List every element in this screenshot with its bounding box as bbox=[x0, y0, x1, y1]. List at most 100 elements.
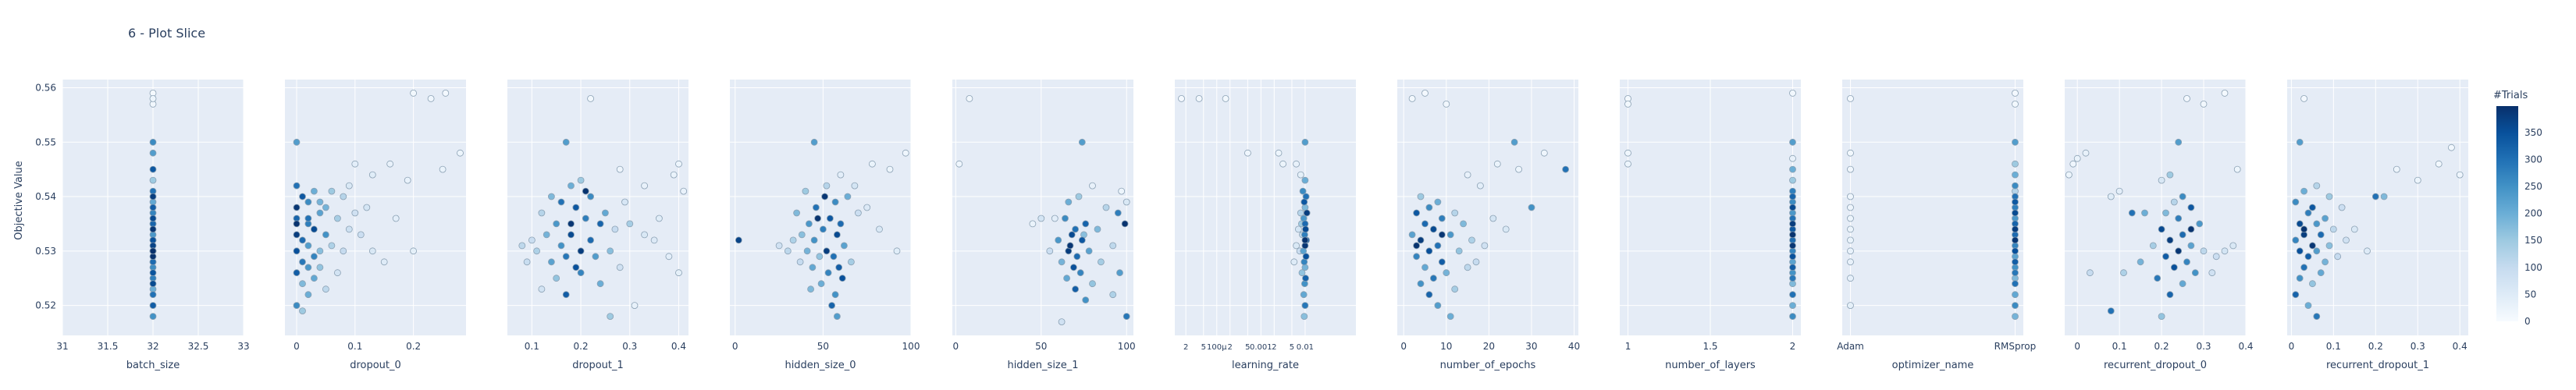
data-point[interactable] bbox=[1430, 275, 1437, 282]
data-point[interactable] bbox=[149, 280, 157, 288]
data-point[interactable] bbox=[293, 138, 301, 146]
data-point[interactable] bbox=[2233, 165, 2241, 173]
data-point[interactable] bbox=[841, 242, 848, 250]
data-point[interactable] bbox=[1438, 258, 1446, 266]
data-point[interactable] bbox=[548, 193, 555, 200]
data-point[interactable] bbox=[831, 291, 839, 299]
data-point[interactable] bbox=[1114, 209, 1122, 217]
data-point[interactable] bbox=[602, 209, 609, 217]
data-point[interactable] bbox=[1562, 165, 1569, 173]
data-point[interactable] bbox=[1301, 302, 1309, 310]
data-point[interactable] bbox=[2371, 193, 2379, 200]
data-point[interactable] bbox=[2308, 280, 2316, 288]
data-point[interactable] bbox=[803, 247, 811, 255]
data-point[interactable] bbox=[616, 264, 624, 271]
data-point[interactable] bbox=[1413, 242, 1420, 250]
data-point[interactable] bbox=[1455, 247, 1463, 255]
data-point[interactable] bbox=[2166, 291, 2174, 299]
data-point[interactable] bbox=[813, 204, 820, 211]
data-point[interactable] bbox=[806, 220, 813, 228]
data-point[interactable] bbox=[2313, 182, 2321, 190]
data-point[interactable] bbox=[823, 247, 831, 255]
data-point[interactable] bbox=[2334, 253, 2342, 261]
data-point[interactable] bbox=[392, 214, 400, 222]
data-point[interactable] bbox=[675, 160, 682, 168]
data-point[interactable] bbox=[2221, 247, 2229, 255]
data-point[interactable] bbox=[149, 176, 157, 184]
data-point[interactable] bbox=[2393, 165, 2400, 173]
data-point[interactable] bbox=[1789, 220, 1796, 228]
data-point[interactable] bbox=[1493, 160, 1501, 168]
data-point[interactable] bbox=[1417, 236, 1425, 244]
data-point[interactable] bbox=[149, 313, 157, 321]
data-point[interactable] bbox=[2304, 302, 2312, 310]
data-point[interactable] bbox=[1070, 264, 1077, 271]
data-point[interactable] bbox=[1421, 90, 1429, 97]
data-point[interactable] bbox=[351, 209, 359, 217]
data-point[interactable] bbox=[592, 253, 600, 261]
data-point[interactable] bbox=[1624, 100, 1631, 108]
data-point[interactable] bbox=[562, 291, 570, 299]
data-point[interactable] bbox=[1443, 100, 1450, 108]
data-point[interactable] bbox=[149, 291, 157, 299]
data-point[interactable] bbox=[607, 247, 614, 255]
data-point[interactable] bbox=[2300, 187, 2308, 195]
data-point[interactable] bbox=[439, 165, 447, 173]
data-point[interactable] bbox=[1109, 242, 1117, 250]
data-point[interactable] bbox=[1301, 236, 1309, 244]
data-point[interactable] bbox=[809, 264, 817, 271]
data-point[interactable] bbox=[577, 269, 585, 277]
data-point[interactable] bbox=[1443, 269, 1450, 277]
data-point[interactable] bbox=[345, 225, 353, 233]
data-point[interactable] bbox=[442, 90, 450, 97]
data-point[interactable] bbox=[2322, 214, 2329, 222]
data-point[interactable] bbox=[328, 187, 336, 195]
data-point[interactable] bbox=[299, 307, 306, 315]
data-point[interactable] bbox=[1063, 275, 1070, 282]
data-point[interactable] bbox=[304, 198, 312, 206]
data-point[interactable] bbox=[1847, 225, 1854, 233]
data-point[interactable] bbox=[793, 209, 800, 217]
data-point[interactable] bbox=[2012, 302, 2019, 310]
data-point[interactable] bbox=[518, 242, 526, 250]
data-point[interactable] bbox=[1421, 264, 1429, 271]
data-point[interactable] bbox=[1472, 258, 1480, 266]
data-point[interactable] bbox=[553, 275, 560, 282]
data-point[interactable] bbox=[1847, 275, 1854, 282]
data-point[interactable] bbox=[1430, 225, 1437, 233]
data-point[interactable] bbox=[1408, 95, 1416, 102]
data-point[interactable] bbox=[2012, 160, 2019, 168]
data-point[interactable] bbox=[2162, 253, 2169, 261]
data-point[interactable] bbox=[357, 231, 365, 239]
data-point[interactable] bbox=[1058, 258, 1066, 266]
data-point[interactable] bbox=[814, 214, 821, 222]
data-point[interactable] bbox=[293, 269, 301, 277]
data-point[interactable] bbox=[533, 247, 540, 255]
data-point[interactable] bbox=[2175, 214, 2183, 222]
data-point[interactable] bbox=[1425, 291, 1433, 299]
data-point[interactable] bbox=[577, 176, 585, 184]
data-point[interactable] bbox=[1123, 313, 1130, 321]
data-point[interactable] bbox=[1464, 171, 1471, 179]
data-point[interactable] bbox=[775, 242, 783, 250]
data-point[interactable] bbox=[2179, 193, 2186, 200]
data-point[interactable] bbox=[1301, 138, 1309, 146]
data-point[interactable] bbox=[380, 258, 388, 266]
data-point[interactable] bbox=[1460, 220, 1467, 228]
data-point[interactable] bbox=[816, 253, 824, 261]
data-point[interactable] bbox=[2012, 258, 2019, 266]
data-point[interactable] bbox=[631, 302, 639, 310]
data-point[interactable] bbox=[299, 193, 306, 200]
data-point[interactable] bbox=[1094, 225, 1101, 233]
data-point[interactable] bbox=[2322, 258, 2329, 266]
data-point[interactable] bbox=[2141, 209, 2148, 217]
data-point[interactable] bbox=[149, 204, 157, 211]
data-point[interactable] bbox=[1302, 275, 1309, 282]
data-point[interactable] bbox=[735, 236, 742, 244]
data-point[interactable] bbox=[869, 160, 876, 168]
data-point[interactable] bbox=[1847, 236, 1854, 244]
data-point[interactable] bbox=[1434, 198, 1442, 206]
data-point[interactable] bbox=[1293, 160, 1300, 168]
data-point[interactable] bbox=[1789, 313, 1796, 321]
data-point[interactable] bbox=[2304, 253, 2312, 261]
